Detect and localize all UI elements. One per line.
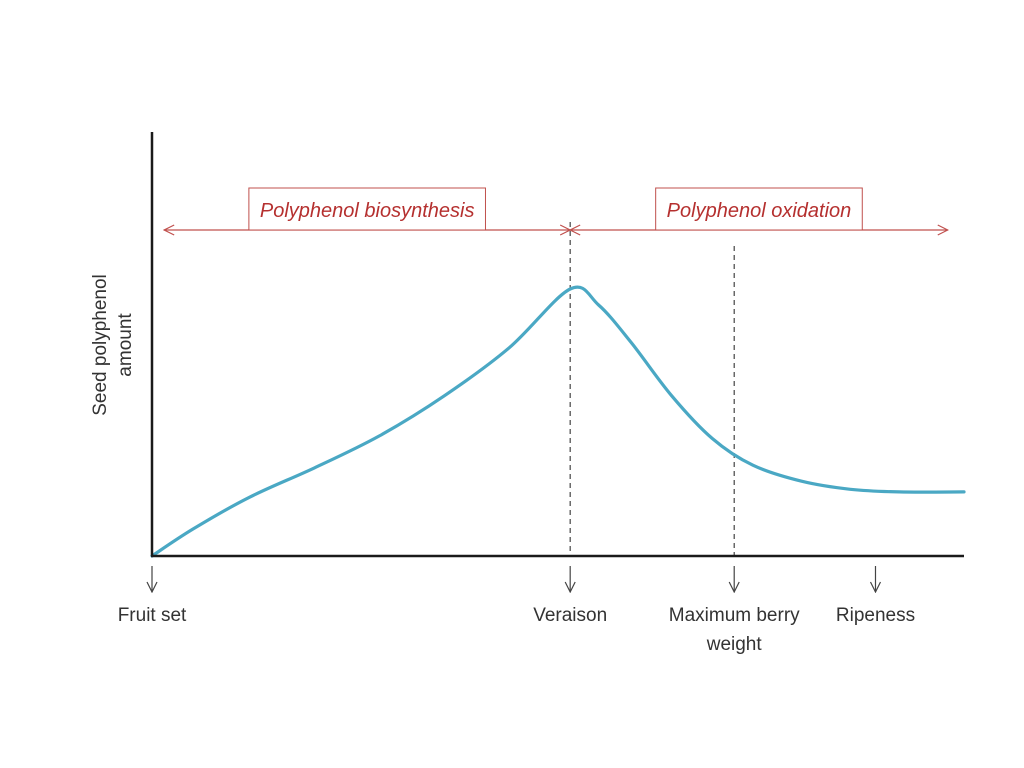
stage-label: Veraison	[533, 605, 607, 626]
phase-label: Polyphenol oxidation	[667, 200, 852, 222]
polyphenol-curve	[150, 285, 966, 558]
stage-label: weight	[706, 634, 763, 655]
phase-label-box	[248, 187, 486, 231]
dashed-guide-lines	[569, 222, 735, 556]
y-axis-label-line-1: Seed polyphenol	[90, 274, 111, 416]
phase-label-box	[655, 187, 863, 231]
stage-label: Fruit set	[118, 605, 187, 626]
phase-annotations: Polyphenol biosynthesis Polyphenol oxidat…	[164, 187, 948, 231]
y-axis-label: Seed polyphenol amount	[90, 274, 136, 416]
phase-label: Polyphenol biosynthesis	[260, 200, 475, 222]
stage-label: Maximum berry	[669, 605, 800, 626]
stage-markers: Fruit set Veraison Maximum berry weight Ripe…	[118, 566, 915, 655]
y-axis-label-line-2: amount	[115, 313, 136, 377]
stage-label: Ripeness	[836, 605, 915, 626]
